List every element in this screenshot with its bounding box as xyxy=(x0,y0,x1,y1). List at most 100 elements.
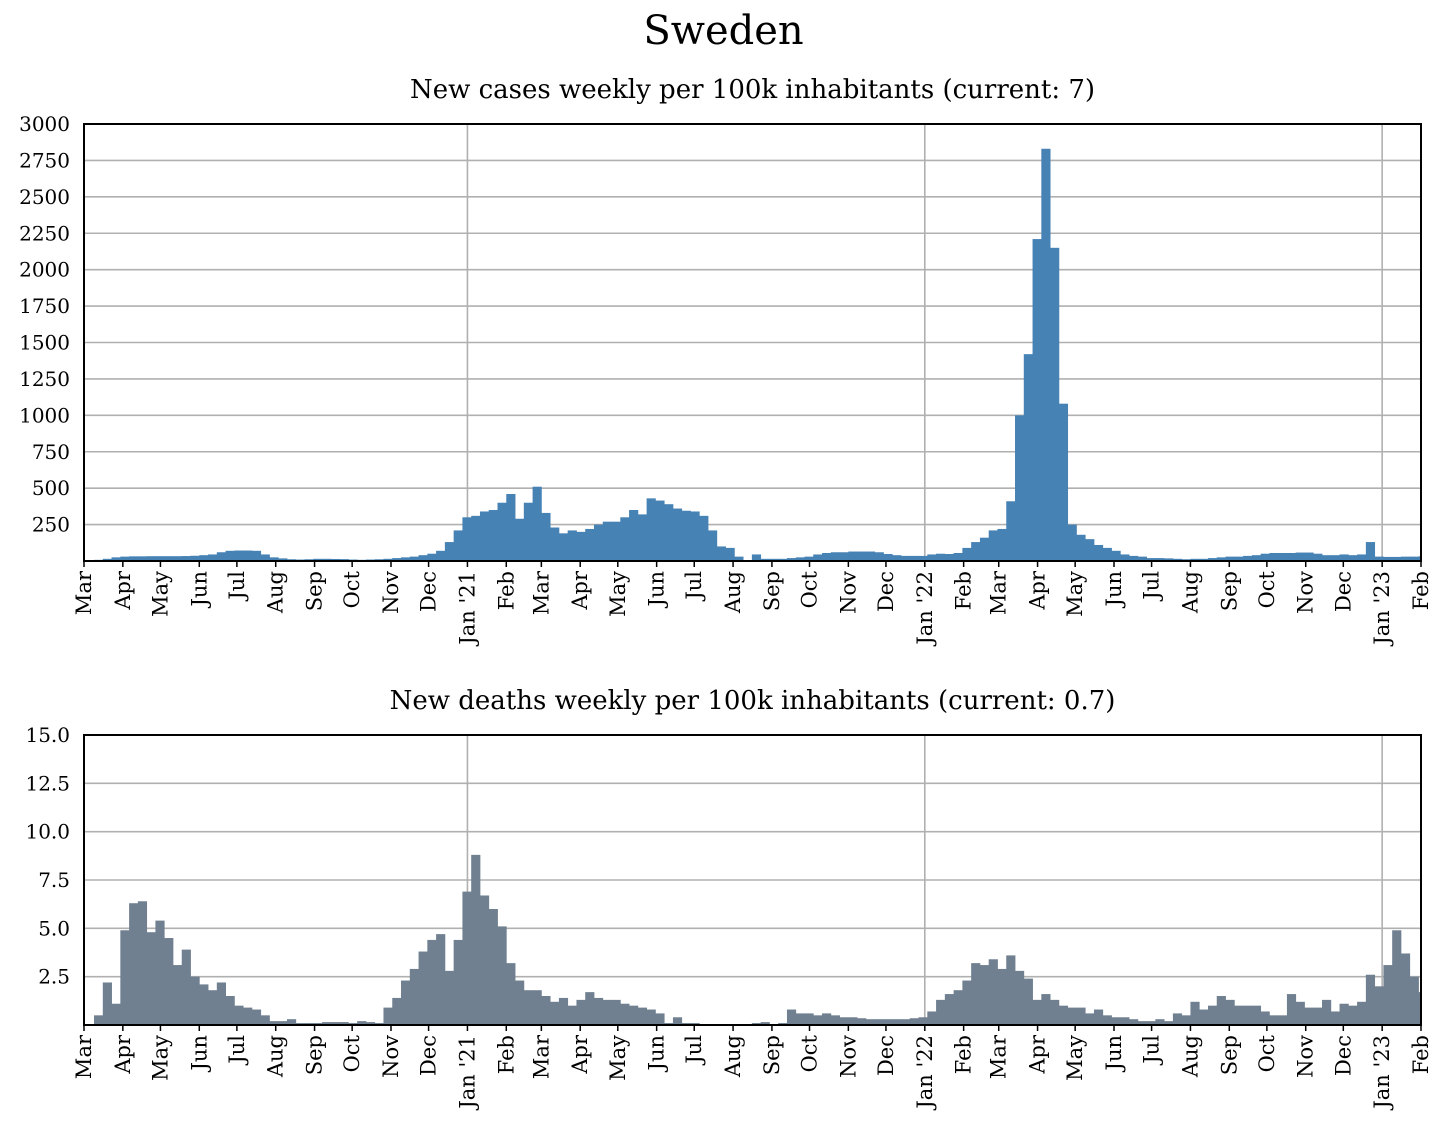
cases-bar xyxy=(760,558,770,561)
cases-bar xyxy=(725,547,735,561)
deaths-bar xyxy=(383,1007,393,1025)
deaths-x-tick-label: Feb xyxy=(1409,1035,1433,1074)
deaths-bar xyxy=(962,980,972,1025)
cases-bar xyxy=(1023,354,1033,561)
deaths-bar xyxy=(488,909,498,1025)
cases-bar xyxy=(822,552,832,561)
deaths-x-tick-label: Jun xyxy=(1102,1035,1126,1072)
cases-bar xyxy=(111,557,121,561)
deaths-bar xyxy=(1146,1021,1156,1025)
deaths-bar xyxy=(357,1021,367,1025)
cases-bar xyxy=(1067,524,1077,561)
cases-bar xyxy=(1383,556,1393,561)
cases-bar xyxy=(172,556,183,561)
cases-bar xyxy=(690,511,700,561)
cases-x-tick-label: Nov xyxy=(836,571,860,614)
cases-bar xyxy=(462,517,472,561)
deaths-bar xyxy=(322,1022,332,1025)
deaths-bar xyxy=(1365,974,1376,1025)
cases-bar xyxy=(260,554,270,561)
deaths-bar xyxy=(558,997,569,1025)
cases-bar xyxy=(225,550,235,561)
deaths-bar xyxy=(234,1005,244,1025)
cases-bar xyxy=(681,510,691,561)
deaths-bar xyxy=(1234,1005,1244,1025)
deaths-bar xyxy=(1172,1013,1183,1025)
deaths-bar xyxy=(1067,1007,1077,1025)
deaths-bar xyxy=(1093,1009,1104,1025)
deaths-bar xyxy=(918,1017,928,1025)
cases-x-tick-label: Oct xyxy=(340,570,364,608)
cases-x-tick-label: Nov xyxy=(379,571,403,614)
cases-bar xyxy=(1286,552,1297,561)
cases-bar xyxy=(839,552,849,561)
deaths-x-tick-label: Apr xyxy=(111,1034,135,1075)
deaths-x-tick-label: Jul xyxy=(682,1035,706,1066)
cases-bar xyxy=(436,550,446,561)
deaths-bar xyxy=(550,1001,560,1025)
deaths-bar xyxy=(1120,1017,1130,1025)
deaths-bar xyxy=(418,951,428,1025)
figure-title: Sweden xyxy=(643,8,804,54)
cases-bar xyxy=(778,558,788,561)
deaths-bar xyxy=(646,1009,656,1025)
cases-bar xyxy=(550,527,560,561)
deaths-bar xyxy=(1330,1011,1340,1025)
deaths-bar xyxy=(1050,999,1060,1025)
deaths-x-tick-label: Jan '23 xyxy=(1370,1035,1394,1111)
cases-bar xyxy=(532,486,542,561)
deaths-bar xyxy=(453,939,463,1025)
deaths-bar xyxy=(944,994,955,1025)
cases-bar xyxy=(199,555,209,561)
deaths-bar xyxy=(216,982,226,1025)
cases-bar xyxy=(1199,558,1209,561)
cases-bar xyxy=(585,528,595,561)
cases-bar xyxy=(953,552,963,561)
cases-bar xyxy=(1146,558,1156,561)
deaths-bar xyxy=(172,965,183,1025)
deaths-bar xyxy=(1085,1013,1095,1025)
cases-x-tick-label: Jul xyxy=(1140,571,1164,602)
deaths-bar xyxy=(208,990,218,1025)
cases-bar xyxy=(1058,403,1069,561)
deaths-x-tick-label: Jul xyxy=(225,1035,249,1066)
deaths-x-tick-label: May xyxy=(1063,1035,1087,1081)
deaths-y-tick-label: 12.5 xyxy=(25,771,70,795)
cases-bar xyxy=(1243,555,1253,561)
deaths-x-tick-label: Feb xyxy=(494,1035,518,1074)
cases-bar xyxy=(892,555,902,561)
cases-bar xyxy=(541,512,551,561)
cases-x-tick-label: Mar xyxy=(72,570,96,615)
cases-bar xyxy=(269,557,279,561)
deaths-x-tick-label: Oct xyxy=(340,1034,364,1072)
cases-x-tick-label: Aug xyxy=(721,571,745,614)
deaths-bar xyxy=(1251,1005,1262,1025)
cases-bar xyxy=(1409,556,1419,561)
deaths-bar xyxy=(444,970,455,1025)
deaths-bar xyxy=(330,1022,341,1025)
deaths-x-tick-label: Aug xyxy=(721,1035,745,1078)
deaths-bar xyxy=(611,999,621,1025)
cases-bar xyxy=(629,510,639,561)
cases-bar xyxy=(1041,148,1051,561)
deaths-bar xyxy=(988,959,998,1025)
deaths-x-tick-label: May xyxy=(148,1035,172,1081)
deaths-x-tick-label: Jul xyxy=(1140,1035,1164,1066)
deaths-bar xyxy=(532,990,542,1025)
deaths-bar xyxy=(1313,1007,1323,1025)
cases-y-tick-label: 2750 xyxy=(19,148,70,172)
cases-bar xyxy=(506,493,516,561)
deaths-bar xyxy=(401,980,411,1025)
cases-x-tick-label: Jul xyxy=(682,571,706,602)
cases-bar xyxy=(1322,555,1332,561)
cases-bar xyxy=(243,550,253,561)
cases-bar xyxy=(1304,552,1314,561)
cases-bar xyxy=(611,521,621,561)
deaths-bar xyxy=(874,1019,884,1025)
cases-bar xyxy=(716,546,726,561)
deaths-bar xyxy=(1374,986,1384,1025)
cases-bar xyxy=(874,552,884,561)
cases-x-tick-label: Mar xyxy=(529,570,553,615)
cases-bar xyxy=(1216,557,1226,561)
cases-bar xyxy=(479,511,490,561)
